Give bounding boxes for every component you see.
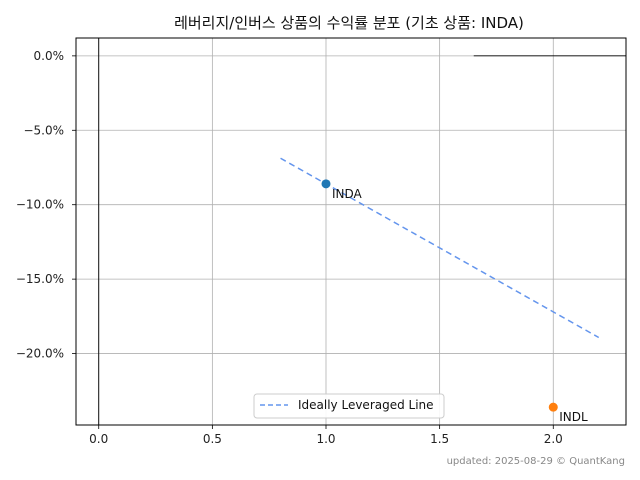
reference-lines: [98, 38, 626, 425]
x-tick-label: 2.0: [544, 432, 563, 446]
x-tick-label: 1.5: [430, 432, 449, 446]
grid-lines: [76, 38, 626, 425]
y-tick-label: −10.0%: [16, 198, 64, 212]
plot-frame: [75, 37, 627, 426]
chart-title: 레버리지/인버스 상품의 수익률 분포 (기초 상품: INDA): [174, 14, 524, 32]
y-tick-label: −5.0%: [23, 123, 64, 137]
data-point-inda: [321, 179, 331, 189]
footer-credit: updated: 2025-08-29 © QuantKang: [447, 456, 625, 467]
ideal-leveraged-line: [280, 157, 600, 339]
data-point-indl: [548, 402, 558, 412]
tick-labels: 0.0 0.5 1.0 1.5 2.0 0.0% −5.0% −10.0% −15.0% −20.…: [16, 49, 563, 446]
legend-box: [253, 393, 445, 419]
data-point-label: INDL: [559, 410, 588, 424]
legend: Ideally Leveraged Line: [253, 393, 445, 419]
y-tick-label: 0.0%: [34, 49, 65, 63]
x-tick-label: 1.0: [316, 432, 335, 446]
legend-label: Ideally Leveraged Line: [298, 398, 434, 412]
data-points: INDA INDL: [321, 179, 588, 424]
x-tick-label: 0.0: [89, 432, 108, 446]
x-tick-label: 0.5: [203, 432, 222, 446]
y-tick-label: −20.0%: [16, 347, 64, 361]
ideal-line-layer: [280, 157, 600, 339]
y-tick-label: −15.0%: [16, 272, 64, 286]
data-point-label: INDA: [332, 187, 363, 201]
